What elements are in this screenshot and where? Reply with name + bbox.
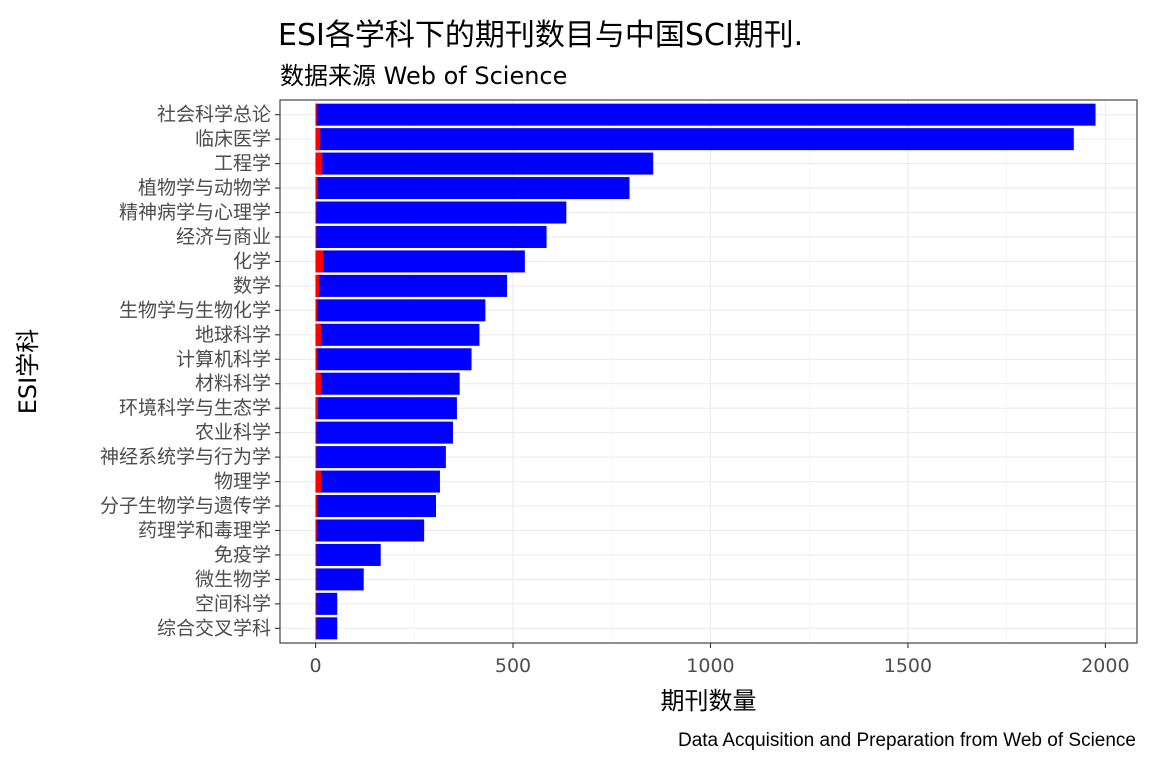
y-tick-label: 植物学与动物学	[138, 177, 271, 199]
bar-total	[315, 397, 457, 420]
bar-china	[315, 568, 317, 591]
chart-subtitle: 数据来源 Web of Science	[280, 62, 568, 90]
x-axis-ticks: 0 500 1000 1500 2000	[309, 643, 1130, 677]
y-axis-ticks: 社会科学总论临床医学工程学植物学与动物学精神病学与心理学经济与商业化学数学生物学…	[100, 104, 280, 639]
y-tick-label: 材料科学	[195, 373, 271, 395]
y-tick-label: 空间科学	[195, 593, 271, 615]
bar-china	[315, 617, 317, 640]
bar-china	[315, 177, 318, 200]
y-tick-label: 地球科学	[195, 324, 271, 346]
y-tick-label: 药理学和毒理学	[138, 519, 271, 541]
y-tick-label: 分子生物学与遗传学	[100, 495, 271, 517]
bar-total	[315, 103, 1096, 126]
bar-china	[315, 470, 322, 493]
y-tick-label: 计算机科学	[176, 348, 271, 370]
x-axis-title: 期刊数量	[661, 687, 757, 715]
bar-total	[315, 446, 446, 469]
bar-china	[315, 421, 317, 444]
bar-total	[315, 250, 525, 273]
bar-china	[315, 519, 317, 542]
y-tick-label: 精神病学与心理学	[119, 202, 271, 224]
bar-total	[315, 274, 508, 297]
y-tick-label: 神经系统学与行为学	[100, 446, 271, 468]
y-tick-label: 综合交叉学科	[157, 617, 271, 639]
bar-total	[315, 421, 453, 444]
y-axis-title: ESI学科	[14, 329, 42, 414]
bar-total	[315, 128, 1074, 151]
bar-china	[315, 103, 317, 126]
bar-total	[315, 299, 486, 322]
x-tick-label: 1000	[686, 655, 734, 677]
bar-china	[315, 495, 318, 518]
x-tick-label: 1500	[884, 655, 932, 677]
y-tick-label: 免疫学	[214, 544, 271, 566]
bar-total	[315, 543, 381, 566]
grid	[280, 100, 1137, 643]
bar-china	[315, 225, 317, 248]
bar-total	[315, 152, 654, 175]
bar-china	[315, 299, 318, 322]
y-tick-label: 工程学	[214, 153, 271, 175]
x-tick-label: 500	[495, 655, 531, 677]
bar-china	[315, 201, 317, 224]
bar-total	[315, 519, 425, 542]
bar-total	[315, 177, 630, 200]
y-tick-label: 经济与商业	[176, 226, 271, 248]
y-tick-label: 数学	[233, 275, 271, 297]
x-tick-label: 0	[309, 655, 321, 677]
y-tick-label: 化学	[233, 250, 271, 272]
bar-total	[315, 470, 440, 493]
bar-china	[315, 397, 318, 420]
panel-border	[279, 99, 1138, 644]
bar-total	[315, 348, 472, 371]
bar-china	[315, 543, 317, 566]
bar-total	[315, 568, 364, 591]
y-tick-label: 社会科学总论	[157, 104, 271, 126]
bar-total	[315, 225, 547, 248]
bar-total	[315, 495, 436, 518]
bar-china	[315, 128, 321, 151]
y-tick-label: 临床医学	[195, 128, 271, 150]
y-tick-label: 微生物学	[195, 568, 271, 590]
chart-title: ESI各学科下的期刊数目与中国SCI期刊.	[278, 18, 804, 53]
chart-caption: Data Acquisition and Preparation from We…	[677, 730, 1136, 751]
bar-total	[315, 617, 338, 640]
bars	[315, 103, 1096, 640]
bar-total	[315, 323, 480, 346]
y-tick-label: 环境科学与生态学	[119, 397, 271, 419]
y-tick-label: 农业科学	[195, 422, 271, 444]
y-tick-label: 物理学	[214, 471, 271, 493]
bar-china	[315, 250, 324, 273]
bar-china	[315, 274, 320, 297]
y-tick-label: 生物学与生物化学	[119, 299, 271, 321]
bar-total	[315, 372, 460, 395]
bar-china	[315, 446, 317, 469]
bar-china	[315, 323, 322, 346]
bar-total	[315, 201, 567, 224]
bar-china	[315, 592, 317, 615]
bar-total	[315, 592, 338, 615]
bar-china	[315, 152, 323, 175]
bar-china	[315, 348, 318, 371]
x-tick-label: 2000	[1081, 655, 1129, 677]
bar-china	[315, 372, 322, 395]
